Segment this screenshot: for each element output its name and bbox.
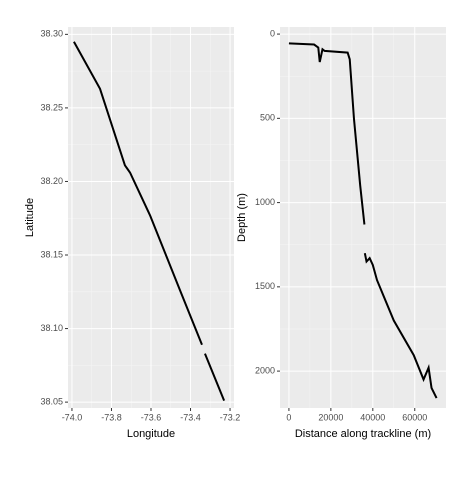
y-tick-label: 38.15 <box>40 249 63 259</box>
x-tick-label: -73.2 <box>220 412 241 422</box>
x-tick-label: -73.4 <box>180 412 201 422</box>
x-axis-title: Distance along trackline (m) <box>295 428 431 440</box>
y-tick-label: 38.25 <box>40 102 63 112</box>
y-tick-label: 1000 <box>255 197 275 207</box>
x-tick-label: 60000 <box>402 412 427 422</box>
y-tick-label: 1500 <box>255 281 275 291</box>
x-tick-label: -73.8 <box>101 412 122 422</box>
x-tick-label: 20000 <box>318 412 343 422</box>
x-tick-label: -74.0 <box>62 412 83 422</box>
x-tick-label: 0 <box>286 412 291 422</box>
data-line <box>73 41 226 402</box>
y-tick-label: 500 <box>260 113 275 123</box>
y-axis-title: Latitude <box>24 198 36 237</box>
y-tick-label: 38.10 <box>40 323 63 333</box>
y-tick-label: 38.20 <box>40 176 63 186</box>
y-tick-label: 0 <box>270 28 275 38</box>
x-axis-title: Longitude <box>127 428 175 440</box>
x-tick-label: -73.6 <box>141 412 162 422</box>
y-tick-label: 2000 <box>255 365 275 375</box>
data-line <box>288 42 438 399</box>
x-tick-label: 40000 <box>360 412 385 422</box>
y-tick-label: 38.05 <box>40 396 63 406</box>
y-tick-label: 38.30 <box>40 29 63 39</box>
y-axis-title: Depth (m) <box>236 193 248 242</box>
